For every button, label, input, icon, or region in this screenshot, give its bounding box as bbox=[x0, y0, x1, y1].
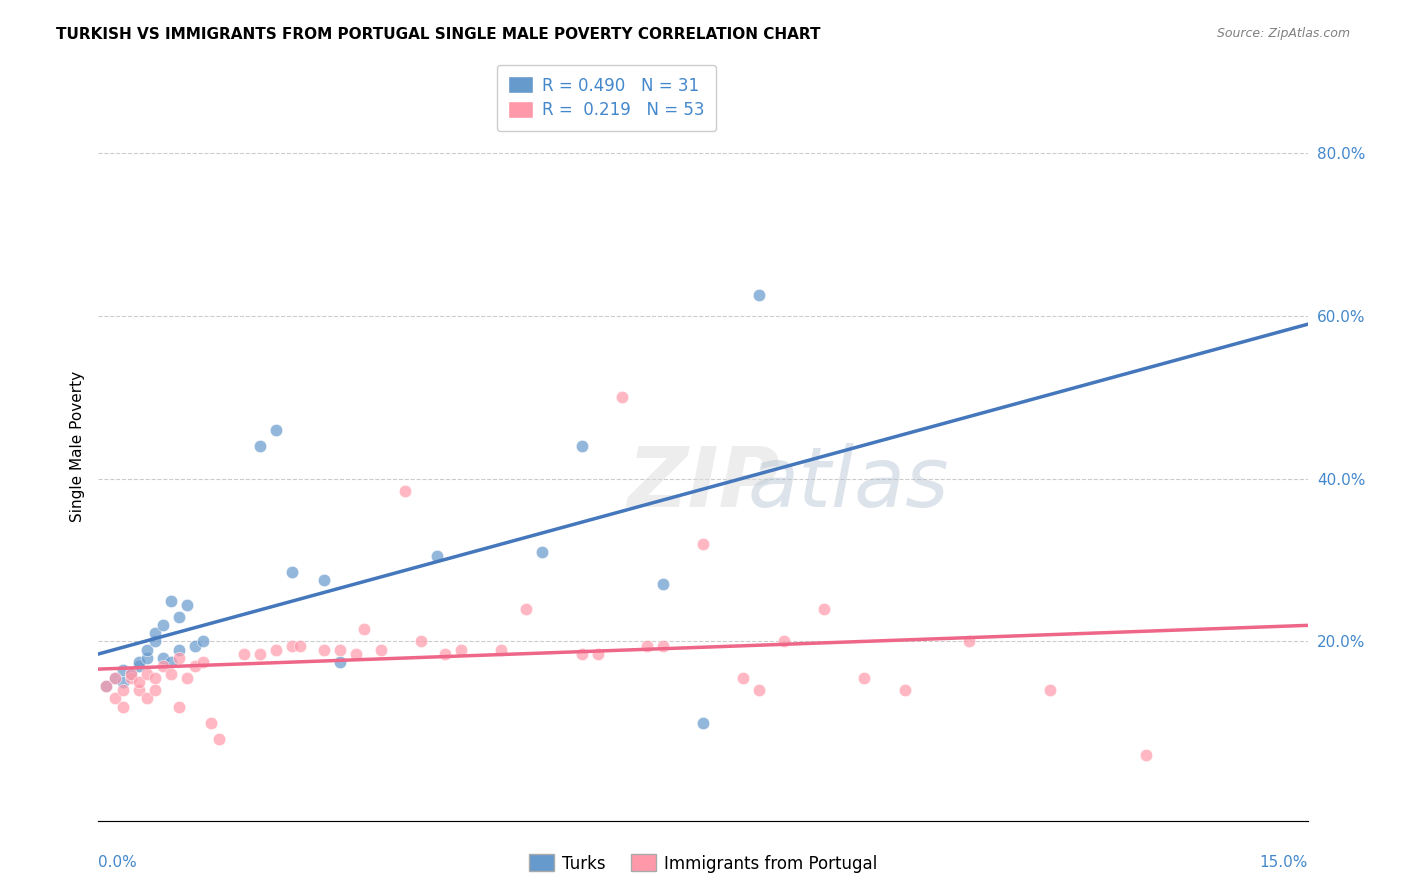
Y-axis label: Single Male Poverty: Single Male Poverty bbox=[69, 370, 84, 522]
Point bbox=[426, 549, 449, 563]
Point bbox=[249, 647, 271, 661]
Point bbox=[135, 650, 157, 665]
Point bbox=[232, 647, 254, 661]
Point bbox=[111, 663, 134, 677]
Point bbox=[288, 639, 311, 653]
Point bbox=[135, 667, 157, 681]
Point bbox=[571, 647, 593, 661]
Point bbox=[143, 671, 166, 685]
Point bbox=[184, 639, 207, 653]
Point bbox=[586, 647, 609, 661]
Point bbox=[160, 655, 183, 669]
Point bbox=[353, 622, 375, 636]
Point bbox=[853, 671, 876, 685]
Point bbox=[434, 647, 457, 661]
Point bbox=[692, 537, 714, 551]
Text: 15.0%: 15.0% bbox=[1260, 855, 1308, 870]
Point bbox=[450, 642, 472, 657]
Point bbox=[111, 675, 134, 690]
Point bbox=[748, 683, 770, 698]
Point bbox=[344, 647, 367, 661]
Point bbox=[143, 683, 166, 698]
Point bbox=[184, 659, 207, 673]
Point bbox=[128, 659, 150, 673]
Text: ZIP: ZIP bbox=[627, 443, 779, 524]
Point bbox=[120, 671, 142, 685]
Point bbox=[329, 655, 352, 669]
Text: Source: ZipAtlas.com: Source: ZipAtlas.com bbox=[1216, 27, 1350, 40]
Point bbox=[370, 642, 392, 657]
Point bbox=[571, 439, 593, 453]
Point bbox=[111, 683, 134, 698]
Point bbox=[120, 667, 142, 681]
Point bbox=[135, 642, 157, 657]
Point bbox=[651, 639, 673, 653]
Point bbox=[748, 288, 770, 302]
Point bbox=[167, 610, 190, 624]
Point bbox=[103, 691, 125, 706]
Point bbox=[1039, 683, 1062, 698]
Point bbox=[651, 577, 673, 591]
Point bbox=[692, 715, 714, 730]
Point bbox=[167, 642, 190, 657]
Point bbox=[394, 483, 416, 498]
Point bbox=[103, 671, 125, 685]
Point bbox=[409, 634, 432, 648]
Point bbox=[281, 639, 304, 653]
Point bbox=[281, 566, 304, 580]
Point bbox=[193, 634, 215, 648]
Point bbox=[96, 679, 118, 693]
Point bbox=[167, 650, 190, 665]
Point bbox=[733, 671, 755, 685]
Text: atlas: atlas bbox=[747, 443, 949, 524]
Text: TURKISH VS IMMIGRANTS FROM PORTUGAL SINGLE MALE POVERTY CORRELATION CHART: TURKISH VS IMMIGRANTS FROM PORTUGAL SING… bbox=[56, 27, 821, 42]
Point bbox=[176, 671, 198, 685]
Point bbox=[264, 642, 287, 657]
Point bbox=[530, 545, 553, 559]
Point bbox=[96, 679, 118, 693]
Point bbox=[813, 602, 835, 616]
Point bbox=[128, 675, 150, 690]
Point bbox=[135, 691, 157, 706]
Point bbox=[103, 671, 125, 685]
Point bbox=[160, 593, 183, 607]
Point bbox=[193, 655, 215, 669]
Point bbox=[491, 642, 513, 657]
Point bbox=[249, 439, 271, 453]
Point bbox=[111, 699, 134, 714]
Legend: Turks, Immigrants from Portugal: Turks, Immigrants from Portugal bbox=[522, 847, 884, 880]
Point bbox=[152, 618, 174, 632]
Point bbox=[329, 642, 352, 657]
Point bbox=[160, 667, 183, 681]
Point bbox=[152, 650, 174, 665]
Text: 0.0%: 0.0% bbox=[98, 855, 138, 870]
Point bbox=[772, 634, 794, 648]
Point bbox=[200, 715, 222, 730]
Point bbox=[957, 634, 980, 648]
Point bbox=[152, 659, 174, 673]
Point bbox=[314, 574, 336, 588]
Point bbox=[612, 390, 634, 404]
Point bbox=[176, 598, 198, 612]
Legend: R = 0.490   N = 31, R =  0.219   N = 53: R = 0.490 N = 31, R = 0.219 N = 53 bbox=[496, 65, 716, 131]
Point bbox=[143, 626, 166, 640]
Point bbox=[128, 683, 150, 698]
Point bbox=[143, 634, 166, 648]
Point bbox=[636, 639, 658, 653]
Point bbox=[1135, 748, 1157, 763]
Point bbox=[314, 642, 336, 657]
Point bbox=[515, 602, 537, 616]
Point bbox=[167, 699, 190, 714]
Point bbox=[893, 683, 915, 698]
Point bbox=[264, 423, 287, 437]
Point bbox=[208, 732, 231, 747]
Point bbox=[128, 655, 150, 669]
Point bbox=[120, 667, 142, 681]
